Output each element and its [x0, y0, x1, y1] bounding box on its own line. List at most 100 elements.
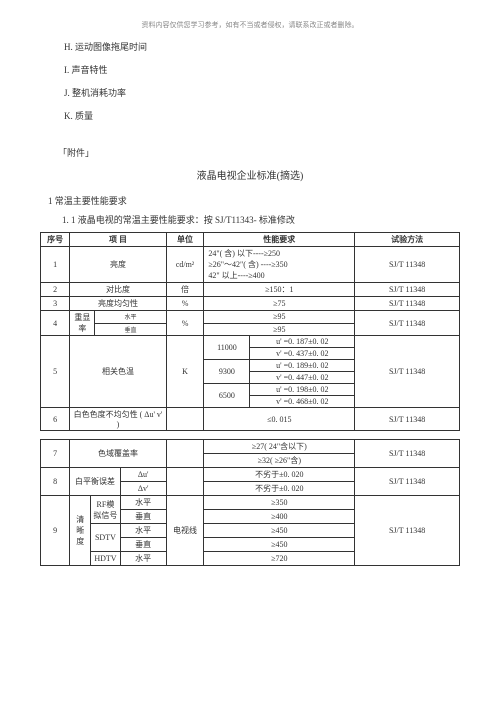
table-row: 4 重显率 水平 % ≥95 SJ/T 11348	[41, 311, 460, 324]
cell: SDTV	[91, 524, 120, 552]
cell: 不劣于±0. 020	[204, 482, 355, 496]
th-method: 试验方法	[355, 233, 460, 247]
table-row: 6 白色色度不均匀性 ( Δu' v' ) ≤0. 015 SJ/T 11348	[41, 408, 460, 431]
cell: 相关色温	[70, 336, 166, 408]
spec-table-2: 7 色域覆盖率 ≥27( 24"含以下) SJ/T 11348 ≥32( ≥26…	[40, 439, 460, 566]
cell: SJ/T 11348	[355, 496, 460, 566]
cell: SJ/T 11348	[355, 468, 460, 496]
cell: u' =0. 198±0. 02	[250, 384, 355, 396]
cell: 对比度	[70, 283, 166, 297]
cell: 不劣于±0. 020	[204, 468, 355, 482]
cell: SJ/T 11348	[355, 297, 460, 311]
cell: ≤0. 015	[204, 408, 355, 431]
cell: ≥27( 24"含以下)	[204, 440, 355, 454]
cell: 水平	[95, 311, 166, 324]
cell: u' =0. 187±0. 02	[250, 336, 355, 348]
table-row: 7 色域覆盖率 ≥27( 24"含以下) SJ/T 11348	[41, 440, 460, 454]
cell: 5	[41, 336, 70, 408]
item-i: I. 声音特性	[64, 63, 460, 76]
cell: 9	[41, 496, 70, 566]
cell: 水平	[120, 496, 166, 510]
cell: 垂直	[120, 538, 166, 552]
cell: 色域覆盖率	[70, 440, 166, 468]
cell: RF模拟信号	[91, 496, 120, 524]
cell: 垂直	[95, 323, 166, 336]
cell: 9300	[204, 360, 250, 384]
cell: 垂直	[120, 510, 166, 524]
cell: 白色色度不均匀性 ( Δu' v' )	[70, 408, 166, 431]
cell: v' =0. 468±0. 02	[250, 396, 355, 408]
cell: 4	[41, 311, 70, 336]
cell: v' =0. 447±0. 02	[250, 372, 355, 384]
section-1: 1 常温主要性能要求	[48, 194, 460, 207]
cell: 1	[41, 247, 70, 283]
cell: 11000	[204, 336, 250, 360]
cell: cd/m²	[166, 247, 204, 283]
th-req: 性能要求	[204, 233, 355, 247]
cell: 水平	[120, 524, 166, 538]
table-row: 2 对比度 倍 ≥150：1 SJ/T 11348	[41, 283, 460, 297]
item-h: H. 运动图像拖尾时间	[64, 40, 460, 53]
cell: SJ/T 11348	[355, 247, 460, 283]
cell: 白平衡误差	[70, 468, 120, 496]
table-row: 8 白平衡误差 Δu' 不劣于±0. 020 SJ/T 11348	[41, 468, 460, 482]
cell: SJ/T 11348	[355, 336, 460, 408]
cell: ≥95	[204, 323, 355, 336]
cell: 倍	[166, 283, 204, 297]
section-1-1: 1. 1 液晶电视的常温主要性能要求：按 SJ/T11343- 标准修改	[62, 213, 460, 226]
cell: ≥350	[204, 496, 355, 510]
cell: u' =0. 189±0. 02	[250, 360, 355, 372]
spec-table-1: 序号 项 目 单位 性能要求 试验方法 1 亮度 cd/m² 24"( 含) 以…	[40, 232, 460, 431]
cell: 亮度	[70, 247, 166, 283]
req-line: 24"( 含) 以下----≥250	[208, 248, 352, 259]
cell: K	[166, 336, 204, 408]
cell: ≥720	[204, 552, 355, 566]
req-line: ≥26"～42"( 含) ----≥350	[208, 259, 352, 270]
table-row: 5 相关色温 K 11000 u' =0. 187±0. 02 SJ/T 113…	[41, 336, 460, 348]
cell: 重显率	[70, 311, 95, 336]
cell: SJ/T 11348	[355, 283, 460, 297]
appendix-label: 「附件」	[58, 146, 460, 159]
item-list: H. 运动图像拖尾时间 I. 声音特性 J. 整机消耗功率 K. 质量	[64, 40, 460, 122]
th-item: 项 目	[70, 233, 166, 247]
cell: ≥450	[204, 524, 355, 538]
table-row: 1 亮度 cd/m² 24"( 含) 以下----≥250 ≥26"～42"( …	[41, 247, 460, 283]
cell: 亮度均匀性	[70, 297, 166, 311]
cell: SJ/T 11348	[355, 440, 460, 468]
item-k: K. 质量	[64, 109, 460, 122]
cell	[166, 440, 204, 468]
cell: 24"( 含) 以下----≥250 ≥26"～42"( 含) ----≥350…	[204, 247, 355, 283]
cell: %	[166, 297, 204, 311]
cell: %	[166, 311, 204, 336]
cell: 清晰度	[70, 496, 91, 566]
cell: ≥95	[204, 311, 355, 324]
table-header-row: 序号 项 目 单位 性能要求 试验方法	[41, 233, 460, 247]
cell: 6	[41, 408, 70, 431]
table-row: 3 亮度均匀性 % ≥75 SJ/T 11348	[41, 297, 460, 311]
item-j: J. 整机消耗功率	[64, 86, 460, 99]
cell: ≥32( ≥26"含)	[204, 454, 355, 468]
cell: 电视线	[166, 496, 204, 566]
cell: 7	[41, 440, 70, 468]
req-line: 42" 以上----≥400	[208, 270, 352, 281]
cell: Δv'	[120, 482, 166, 496]
cell: SJ/T 11348	[355, 311, 460, 336]
cell	[166, 408, 204, 431]
document-title: 液晶电视企业标准(摘选)	[40, 167, 460, 182]
cell	[166, 468, 204, 496]
cell: 3	[41, 297, 70, 311]
th-seq: 序号	[41, 233, 70, 247]
header-note: 资料内容仅供您学习参考，如有不当或者侵权，请联系改正或者删除。	[40, 20, 460, 30]
cell: Δu'	[120, 468, 166, 482]
cell: 水平	[120, 552, 166, 566]
cell: ≥400	[204, 510, 355, 524]
cell: ≥150：1	[204, 283, 355, 297]
th-unit: 单位	[166, 233, 204, 247]
cell: SJ/T 11348	[355, 408, 460, 431]
cell: HDTV	[91, 552, 120, 566]
cell: 2	[41, 283, 70, 297]
cell: ≥450	[204, 538, 355, 552]
cell: 8	[41, 468, 70, 496]
cell: v' =0. 437±0. 02	[250, 348, 355, 360]
table-row: 9 清晰度 RF模拟信号 水平 电视线 ≥350 SJ/T 11348	[41, 496, 460, 510]
